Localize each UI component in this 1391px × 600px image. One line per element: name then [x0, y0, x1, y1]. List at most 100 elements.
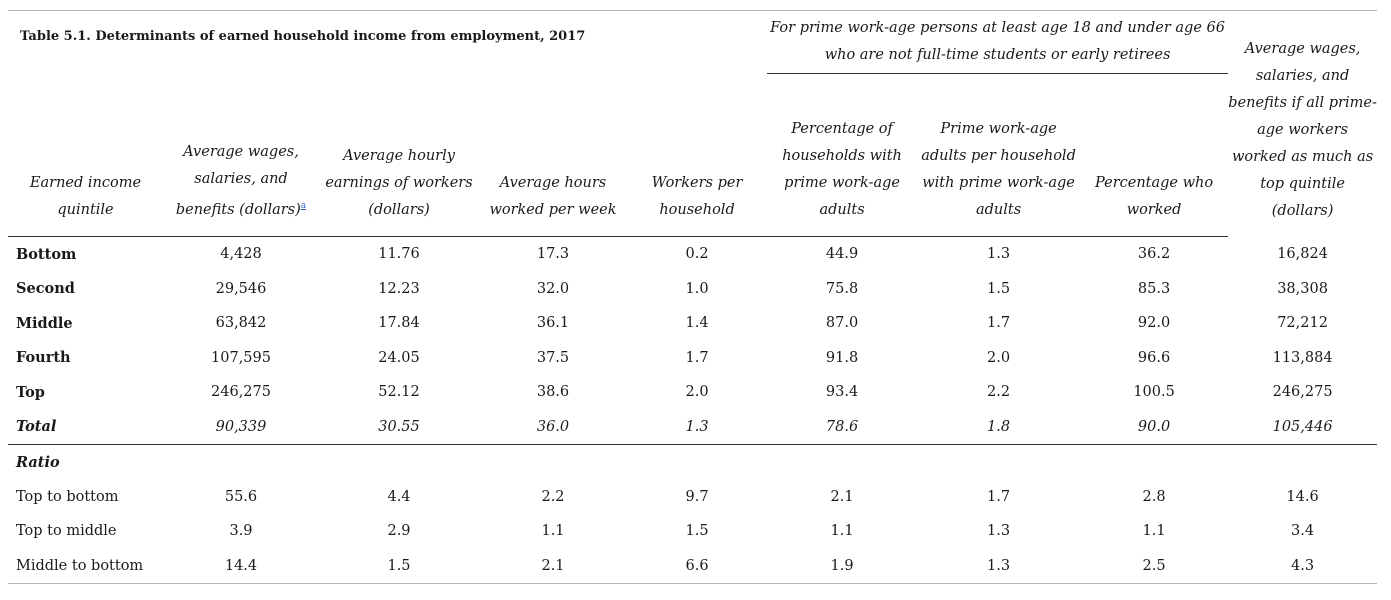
cell: 1.7 — [685, 349, 709, 366]
cell: 3.4 — [1291, 523, 1315, 540]
cell: 32.0 — [536, 280, 570, 297]
cell: 52.12 — [378, 384, 420, 401]
cell: 1.8 — [917, 409, 1081, 445]
row-label: Second — [16, 280, 75, 298]
cell: 72,212 — [1277, 315, 1328, 332]
row-label: Middle to bottom — [8, 548, 163, 584]
cell: 1.0 — [685, 280, 709, 297]
cell: 100.5 — [1133, 384, 1175, 401]
cell: 1.5 — [987, 280, 1011, 297]
table-row: Middle 63,842 17.84 36.1 1.4 87.0 1.7 92… — [8, 306, 1377, 341]
col-head-4: Workers per household — [627, 74, 768, 237]
cell: 1.7 — [987, 315, 1011, 332]
cell: 90.0 — [1080, 409, 1229, 445]
ratio-row: Middle to bottom 14.4 1.5 2.1 6.6 1.9 1.… — [8, 548, 1378, 584]
cell: 6.6 — [627, 548, 768, 584]
title-row: Table 5.1. Determinants of earned househ… — [8, 10, 1378, 237]
income-determinants-table: Table 5.1. Determinants of earned househ… — [8, 10, 1378, 584]
row-label: Bottom — [16, 245, 77, 263]
cell: 2.1 — [830, 488, 854, 505]
col-head-8: Average wages, salaries, and benefits if… — [1228, 10, 1378, 237]
cell: 44.9 — [825, 246, 859, 263]
ratio-label: Ratio — [16, 453, 60, 471]
row-label: Top to middle — [16, 523, 117, 540]
cell: 246,275 — [1272, 384, 1333, 401]
cell: 1.4 — [685, 315, 709, 332]
cell: 4.4 — [387, 488, 411, 505]
cell: 1.1 — [830, 523, 854, 540]
cell: 91.8 — [825, 349, 859, 366]
ratio-row: Top to bottom 55.6 4.4 2.2 9.7 2.1 1.7 2… — [8, 480, 1377, 515]
group-header-text: For prime work-age persons at least age … — [767, 15, 1229, 74]
col-head-1: Average wages, salaries, and benefits (d… — [163, 74, 319, 237]
cell: 1.9 — [767, 548, 918, 584]
col-head-3: Average hours worked per week — [479, 74, 627, 237]
total-row: Total 90,339 30.55 36.0 1.3 78.6 1.8 90.… — [8, 409, 1378, 445]
cell: 85.3 — [1137, 280, 1171, 297]
cell: 9.7 — [685, 488, 709, 505]
cell: 1.3 — [987, 523, 1011, 540]
cell: 75.8 — [825, 280, 859, 297]
cell: 1.3 — [987, 246, 1011, 263]
cell: 1.1 — [541, 523, 565, 540]
cell: 96.6 — [1137, 349, 1171, 366]
cell: 55.6 — [224, 488, 258, 505]
cell: 2.0 — [987, 349, 1011, 366]
cell: 38.6 — [536, 384, 570, 401]
cell: 87.0 — [825, 315, 859, 332]
col-head-5: Percentage of households with prime work… — [767, 74, 918, 237]
cell: 78.6 — [767, 409, 918, 445]
col-head-0: Earned income quintile — [8, 74, 163, 237]
cell: 2.8 — [1142, 488, 1166, 505]
row-label: Total — [8, 409, 163, 445]
col-head-2: Average hourly earnings of workers (doll… — [319, 74, 479, 237]
row-label: Fourth — [16, 349, 71, 367]
cell: 11.76 — [378, 246, 420, 263]
cell: 2.9 — [387, 523, 411, 540]
row-label: Top to bottom — [16, 488, 119, 505]
cell: 17.84 — [378, 315, 420, 332]
table-row: Second 29,546 12.23 32.0 1.0 75.8 1.5 85… — [8, 272, 1377, 307]
cell: 1.5 — [685, 523, 709, 540]
cell: 4,428 — [220, 246, 262, 263]
cell: 1.5 — [319, 548, 479, 584]
col-head-7: Percentage who worked — [1080, 74, 1229, 237]
cell: 113,884 — [1272, 349, 1333, 366]
col-head-6: Prime work-age adults per household with… — [917, 74, 1081, 237]
row-label: Top — [16, 383, 45, 401]
cell: 2.2 — [541, 488, 565, 505]
cell: 2.1 — [479, 548, 627, 584]
col-head-1-text: Average wages, salaries, and benefits (d… — [175, 144, 301, 218]
table-title: Table 5.1. Determinants of earned househ… — [8, 10, 768, 74]
table-row: Top 246,275 52.12 38.6 2.0 93.4 2.2 100.… — [8, 375, 1377, 410]
cell: 2.0 — [685, 384, 709, 401]
cell: 2.2 — [987, 384, 1011, 401]
ratio-header-spacer — [163, 445, 1377, 480]
cell: 38,308 — [1277, 280, 1328, 297]
cell: 93.4 — [825, 384, 859, 401]
table-row: Bottom 4,428 11.76 17.3 0.2 44.9 1.3 36.… — [8, 237, 1377, 272]
cell: 36.0 — [479, 409, 627, 445]
cell: 4.3 — [1228, 548, 1378, 584]
cell: 16,824 — [1277, 246, 1328, 262]
cell: 63,842 — [215, 315, 267, 332]
cell: 1.3 — [627, 409, 768, 445]
cell: 30.55 — [319, 409, 479, 445]
ratio-row: Top to middle 3.9 2.9 1.1 1.5 1.1 1.3 1.… — [8, 514, 1377, 549]
cell: 14.6 — [1286, 488, 1319, 505]
cell: 92.0 — [1137, 315, 1171, 332]
cell: 3.9 — [229, 523, 253, 540]
footnote-link[interactable]: a — [300, 201, 307, 212]
cell: 107,595 — [211, 349, 271, 366]
cell: 105,446 — [1228, 409, 1378, 445]
cell: 90,339 — [163, 409, 319, 445]
cell: 36.2 — [1137, 246, 1171, 263]
cell: 1.3 — [917, 548, 1081, 584]
cell: 17.3 — [536, 246, 570, 263]
cell: 1.7 — [987, 488, 1011, 505]
cell: 14.4 — [163, 548, 319, 584]
table-row: Fourth 107,595 24.05 37.5 1.7 91.8 2.0 9… — [8, 341, 1377, 376]
group-header: For prime work-age persons at least age … — [767, 10, 1229, 74]
column-header-row: Earned income quintile Average wages, sa… — [8, 74, 1377, 237]
cell: 1.1 — [1142, 523, 1166, 540]
